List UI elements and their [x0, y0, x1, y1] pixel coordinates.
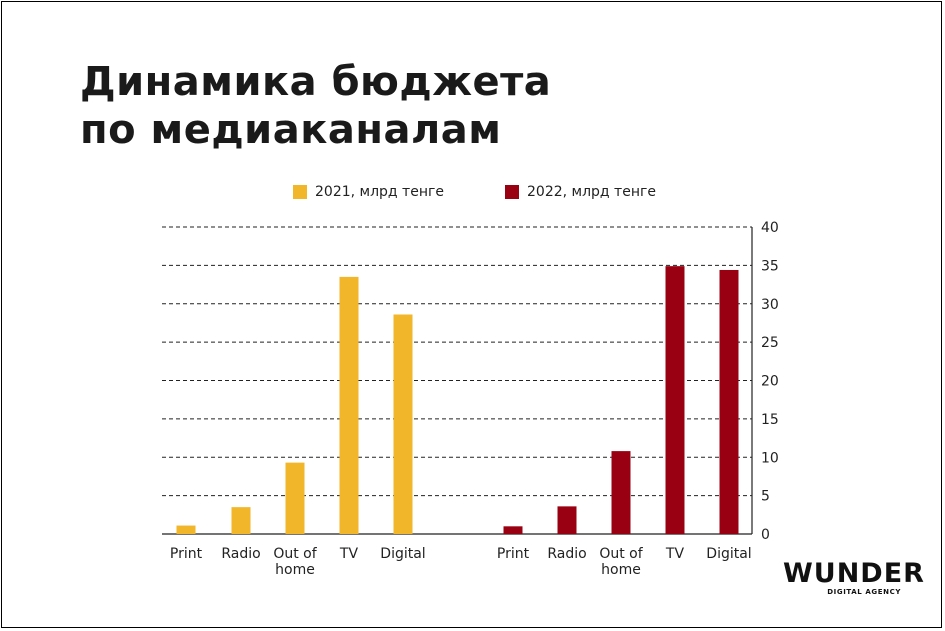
legend-item-2021: 2021, млрд тенге — [293, 184, 444, 200]
legend-label-2021: 2021, млрд тенге — [315, 184, 444, 200]
chart-legend: 2021, млрд тенге 2022, млрд тенге — [0, 184, 945, 204]
x-tick-label-2022-0-0: Print — [497, 546, 530, 562]
bar-2021-digital — [393, 314, 413, 534]
x-tick-label-2021-0-0: Print — [170, 546, 203, 562]
bar-2021-print — [176, 525, 196, 534]
page-title: Динамика бюджета по медиаканалам — [80, 58, 551, 154]
bar-2022-radio — [557, 506, 577, 534]
bar-2021-tv — [339, 276, 359, 534]
y-tick-label-30: 30 — [761, 297, 779, 313]
legend-swatch-2021 — [293, 185, 307, 199]
x-tick-label-2022-1-0: Radio — [547, 546, 586, 562]
title-line-2: по медиаканалам — [80, 107, 502, 153]
y-tick-label-25: 25 — [761, 335, 779, 351]
y-tick-label-0: 0 — [761, 527, 770, 543]
x-tick-label-2022-2-0: Out of — [599, 546, 643, 562]
wunder-logo: WUNDER DIGITAL AGENCY — [783, 558, 925, 597]
x-tick-label-2022-2-1: home — [601, 562, 641, 578]
title-line-1: Динамика бюджета — [80, 59, 552, 105]
bar-2022-digital — [719, 269, 739, 534]
y-tick-label-10: 10 — [761, 450, 779, 466]
y-tick-label-20: 20 — [761, 374, 779, 390]
x-tick-label-2021-3-0: TV — [339, 546, 359, 562]
bar-2021-radio — [231, 507, 251, 534]
x-tick-label-2021-1-0: Radio — [221, 546, 260, 562]
legend-swatch-2022 — [505, 185, 519, 199]
x-tick-label-2021-2-0: Out of — [273, 546, 317, 562]
x-tick-label-2022-4-0: Digital — [706, 546, 751, 562]
bar-2022-out-of-home — [611, 451, 631, 534]
y-tick-label-40: 40 — [761, 220, 779, 236]
y-tick-label-5: 5 — [761, 489, 770, 505]
logo-wordmark: WUNDER — [783, 558, 925, 589]
logo-subtitle: DIGITAL AGENCY — [827, 588, 901, 596]
bar-2022-print — [503, 526, 523, 534]
bar-2021-out-of-home — [285, 462, 305, 534]
x-tick-label-2022-3-0: TV — [665, 546, 685, 562]
y-tick-label-35: 35 — [761, 258, 779, 274]
legend-item-2022: 2022, млрд тенге — [505, 184, 656, 200]
y-tick-label-15: 15 — [761, 412, 779, 428]
legend-label-2022: 2022, млрд тенге — [527, 184, 656, 200]
bar-2022-tv — [665, 266, 685, 534]
x-tick-label-2021-2-1: home — [275, 562, 315, 578]
x-tick-label-2021-4-0: Digital — [380, 546, 425, 562]
